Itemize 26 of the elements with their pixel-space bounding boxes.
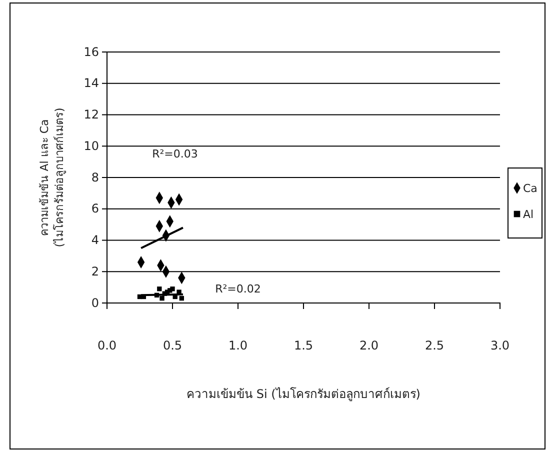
point — [157, 286, 162, 292]
annotation: R²=0.02 — [215, 282, 261, 296]
y-tick-label: 8 — [91, 170, 99, 184]
point — [179, 296, 184, 301]
y-tick-label: 6 — [91, 202, 99, 216]
y-tick-label: 16 — [84, 44, 99, 59]
x-tick-label: 2.5 — [424, 338, 444, 353]
x-tick-label: 1.0 — [228, 338, 248, 353]
point — [170, 286, 175, 292]
legend-label: Ca — [523, 182, 538, 195]
y-tick-label: 4 — [91, 233, 99, 248]
legend-label: Al — [523, 208, 534, 221]
annotation: R²=0.03 — [152, 148, 198, 161]
x-tick-label: 2.0 — [359, 338, 379, 353]
y-tick-label: 12 — [84, 108, 99, 122]
y-tick-label: 0 — [91, 296, 99, 310]
x-tick-label: 1.5 — [294, 338, 314, 353]
y-tick-label: 2 — [91, 264, 99, 278]
x-tick-label: 3.0 — [490, 338, 510, 353]
point — [160, 296, 164, 301]
y-axis-title: ความเข้มข้น Al และ Ca (ไมโครกรัมต่อลูกบาศก์เมตร) — [38, 108, 66, 248]
x-tick-label: 0.5 — [162, 338, 182, 353]
y-tick-label: 10 — [84, 138, 99, 153]
y-tick-label: 14 — [84, 76, 99, 90]
x-axis-title: ความเข้มข้น Si (ไมโครกรัมต่อลูกบาศก์เมตร) — [186, 387, 420, 402]
x-tick-label: 0.0 — [97, 338, 117, 353]
